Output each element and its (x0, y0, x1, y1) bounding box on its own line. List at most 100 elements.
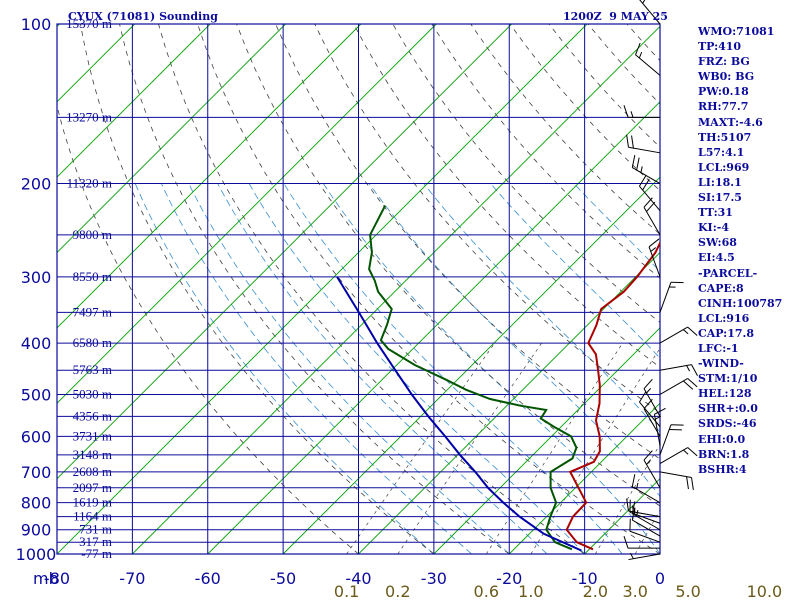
wind-barb-staff (628, 146, 661, 154)
isotherm-line (358, 251, 660, 554)
wind-barb-staff (628, 553, 661, 561)
wind-barb (639, 0, 661, 25)
wind-barb-flag (648, 238, 660, 248)
temperature-tick-label: 0 (655, 569, 665, 588)
moist-adiabat-line (188, 183, 510, 554)
axes-grid (56, 23, 661, 555)
wind-barb-flag (654, 407, 666, 415)
wind-barb-staff (659, 282, 672, 313)
wind-barb (626, 498, 661, 518)
index-item: -WIND- (698, 357, 744, 371)
wind-barb (643, 450, 661, 489)
dry-adiabats (57, 24, 800, 554)
index-item: TH:5107 (698, 130, 752, 144)
wind-barb-half-flag (630, 111, 634, 118)
wind-barb-staff (653, 414, 661, 446)
wind-barb-flag (687, 326, 698, 336)
wind-barb (626, 134, 661, 154)
index-item: FRZ: BG (698, 55, 750, 69)
index-item: SRDS:-46 (698, 417, 757, 431)
wind-barb-staff (643, 459, 661, 489)
index-item: HEL:128 (698, 387, 752, 401)
temperature-tick-label: -40 (345, 569, 371, 588)
wind-barb-flag (626, 498, 629, 512)
index-item: LFC:-1 (698, 341, 739, 355)
wind-barb-staff (629, 530, 661, 543)
wind-barb-staff (639, 185, 661, 211)
height-label: 9800 m (73, 227, 112, 242)
pressure-tick-label: 400 (21, 334, 52, 353)
wind-barb (623, 536, 660, 549)
height-label: 3148 m (73, 447, 112, 462)
index-item: CAP:17.8 (698, 326, 755, 340)
wind-barb (629, 499, 661, 524)
wind-barb-staff (635, 54, 661, 76)
pressure-tick-label: 700 (21, 463, 52, 482)
wind-barb-staff (659, 471, 692, 478)
wind-barb-flag (623, 105, 629, 118)
wind-barb-flag (631, 474, 636, 487)
height-label: 317 m (79, 534, 112, 549)
mixing-ratio-line (346, 342, 496, 554)
index-item: EHI:0.0 (698, 432, 746, 446)
temperature-tick-label: -30 (421, 569, 447, 588)
isotherms (57, 24, 660, 554)
wind-barbs (623, 0, 698, 561)
isotherm-line (207, 101, 660, 554)
wind-barb-staff (659, 378, 688, 395)
moist-adiabat-line (322, 183, 660, 554)
mixing-ratio-label: 0.1 (334, 582, 359, 600)
wind-barb-flag (643, 378, 653, 390)
height-label: 2608 m (73, 464, 112, 479)
height-label: 11320 m (67, 176, 112, 191)
wind-barb-flag (639, 175, 647, 187)
height-label: 13270 m (66, 109, 112, 124)
temperature-tick-label: -80 (44, 569, 70, 588)
plot-frame (56, 23, 661, 555)
wind-barb-staff (639, 401, 661, 427)
mixing-ratio-label: 2.0 (583, 582, 608, 600)
wind-barb-flag (631, 135, 634, 149)
index-item: MAXT:-4.6 (698, 115, 763, 129)
moist-adiabat-line (283, 183, 623, 554)
wind-barb-flag (636, 157, 640, 171)
index-item: PW:0.18 (698, 85, 749, 99)
index-item: TP:410 (698, 40, 742, 54)
index-item: BSHR:4 (698, 462, 747, 476)
pressure-unit-label: mb (33, 569, 59, 588)
sounding-profiles (336, 205, 660, 552)
mixing-ratio-label: 3.0 (623, 582, 648, 600)
index-item: WB0: BG (698, 70, 755, 84)
mixing-ratio-labels: 0.10.20.61.02.03.05.010.020.040g/kg (334, 582, 782, 600)
mixing-ratio-label: 1.0 (518, 582, 543, 600)
wind-barb-flag (687, 447, 698, 457)
index-item: CINH:100787 (698, 296, 783, 310)
pressure-tick-label: 600 (21, 427, 52, 446)
wind-barb-staff (628, 510, 661, 518)
wind-barb-flag (639, 391, 647, 403)
wind-barb-flag (687, 378, 698, 388)
wind-barb-flag (691, 477, 694, 491)
dry-adiabat-line (80, 24, 435, 554)
height-labels: 15370 m 13270 m 11320 m 9800 m 8550 m 7497 m 6… (66, 16, 112, 561)
temperature-tick-label: -20 (496, 569, 522, 588)
height-label: 6580 m (73, 335, 112, 350)
pressure-tick-label: 800 (21, 494, 52, 513)
index-item: TT:31 (698, 206, 733, 220)
sounding-time: 1200Z 9 MAY 25 (563, 10, 668, 23)
pressure-tick-label: 300 (21, 268, 52, 287)
moist-adiabat-line (217, 183, 548, 554)
dry-adiabat-line (783, 24, 800, 554)
index-item: -PARCEL- (698, 266, 758, 280)
temperature-tick-label: -50 (270, 569, 296, 588)
wind-barb-half-flag (646, 459, 652, 465)
isotherm-line (57, 24, 286, 254)
pressure-tick-label: 100 (21, 15, 52, 34)
wind-barb (623, 105, 660, 118)
wind-barb-half-flag (686, 365, 691, 372)
isotherm-line (57, 24, 211, 178)
index-item: SI:17.5 (698, 191, 742, 205)
wind-barb (643, 378, 661, 417)
index-item: WMO:71081 (698, 25, 775, 38)
